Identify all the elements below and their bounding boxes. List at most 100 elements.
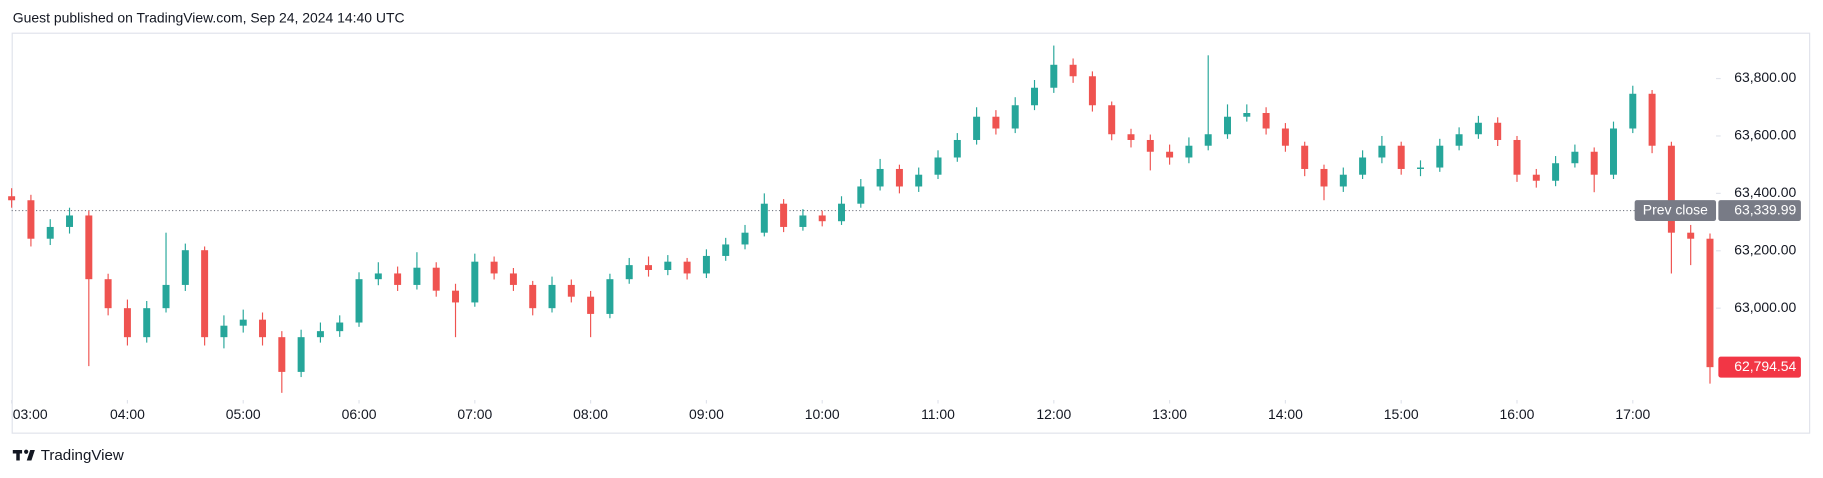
candle-body: [452, 290, 460, 303]
candle-body: [123, 308, 131, 338]
candle-body: [1552, 163, 1560, 181]
candle-body: [1436, 145, 1444, 168]
candle-body: [645, 265, 653, 271]
candle-body: [1667, 145, 1675, 233]
prev-close-badge: [1634, 200, 1717, 222]
candle-body: [239, 319, 247, 326]
candle-body: [953, 139, 961, 158]
logo-part: [16, 450, 20, 461]
x-tick-label: 10:00: [805, 406, 840, 422]
logo-part: [26, 450, 35, 461]
candle-body: [1610, 128, 1617, 175]
candle-body: [1339, 174, 1347, 187]
candle-body: [973, 116, 981, 140]
candle-body: [104, 279, 112, 309]
candle-body: [336, 322, 344, 332]
candle-body: [259, 319, 267, 338]
candle-body: [529, 284, 537, 309]
candle-body: [27, 200, 35, 239]
x-tick-label: 06:00: [342, 406, 377, 422]
candle-body: [992, 116, 1000, 129]
candle-body: [509, 273, 517, 285]
candle-body: [181, 250, 189, 285]
candle-body: [1571, 151, 1579, 164]
candle-body: [471, 261, 479, 303]
candle-body: [702, 255, 710, 274]
last-price-badge: [1718, 356, 1801, 378]
candle-body: [1474, 122, 1482, 135]
candle-body: [741, 232, 749, 245]
candle-body: [625, 265, 633, 280]
candle-body: [1648, 93, 1656, 146]
candle-body: [664, 261, 672, 271]
candle-body: [1397, 145, 1405, 169]
y-tick-label: 63,800.00: [1734, 69, 1796, 85]
candle-body: [1494, 122, 1502, 140]
candle-body: [143, 308, 151, 338]
candle-body: [1204, 134, 1212, 146]
candle-body: [432, 267, 440, 291]
candle-body: [1706, 238, 1714, 368]
candle-body: [1417, 167, 1424, 169]
logo-part: [24, 449, 29, 454]
candle-body: [1378, 145, 1386, 158]
x-tick-label: 03:00: [13, 406, 48, 422]
candle-body: [316, 331, 324, 338]
chart-frame: [11, 32, 1811, 434]
candle-body: [760, 203, 768, 233]
candle-body: [1088, 76, 1096, 106]
candle-body: [1629, 93, 1637, 129]
candle-body: [1069, 64, 1077, 77]
candle-body: [838, 203, 845, 222]
candle-body: [201, 250, 209, 338]
candle-body: [1262, 113, 1270, 129]
candle-body: [278, 337, 286, 372]
candle-body: [934, 157, 942, 175]
x-tick-label: 14:00: [1268, 406, 1303, 422]
candle-body: [1687, 232, 1695, 239]
x-tick-label: 17:00: [1615, 406, 1650, 422]
prev-close-label: Prev close: [1643, 201, 1708, 217]
candle-body: [780, 203, 788, 227]
candle-body: [1146, 139, 1154, 152]
brand-logo: [12, 449, 35, 461]
candle-body: [876, 168, 884, 187]
candle-body: [818, 215, 826, 222]
candle-body: [1050, 64, 1058, 88]
brand-name: TradingView: [41, 447, 124, 464]
candle-body: [606, 279, 614, 314]
candle-body: [1320, 168, 1328, 187]
x-tick-label: 05:00: [226, 406, 261, 422]
candle-body: [548, 284, 556, 309]
candle-body: [162, 284, 170, 309]
candle-body: [1590, 151, 1598, 175]
candle-body: [1359, 157, 1367, 175]
candle-body: [567, 284, 575, 297]
candle-body: [1455, 134, 1463, 146]
candle-body: [394, 273, 402, 285]
candle-body: [1127, 134, 1135, 140]
candle-body: [1011, 105, 1019, 129]
candle-body: [8, 196, 16, 201]
x-tick-label: 09:00: [689, 406, 724, 422]
header-text: Guest published on TradingView.com, Sep …: [13, 9, 405, 25]
candle-body: [1224, 116, 1231, 135]
candle-body: [490, 261, 498, 274]
candle-body: [66, 215, 74, 227]
candle-body: [1185, 145, 1193, 158]
candle-body: [1243, 113, 1251, 117]
candle-body: [1166, 151, 1174, 158]
candle-body: [683, 261, 691, 274]
candle-body: [1031, 87, 1038, 106]
x-tick-label: 13:00: [1152, 406, 1187, 422]
y-tick-label: 63,200.00: [1734, 241, 1796, 257]
x-tick-label: 11:00: [921, 406, 955, 422]
candle-body: [413, 267, 421, 285]
x-tick-label: 07:00: [457, 406, 492, 422]
y-tick-label: 63,000.00: [1734, 299, 1796, 315]
candle-body: [587, 296, 595, 314]
candle-body: [355, 279, 363, 323]
x-tick-label: 04:00: [110, 406, 145, 422]
candle-body: [1513, 139, 1521, 175]
